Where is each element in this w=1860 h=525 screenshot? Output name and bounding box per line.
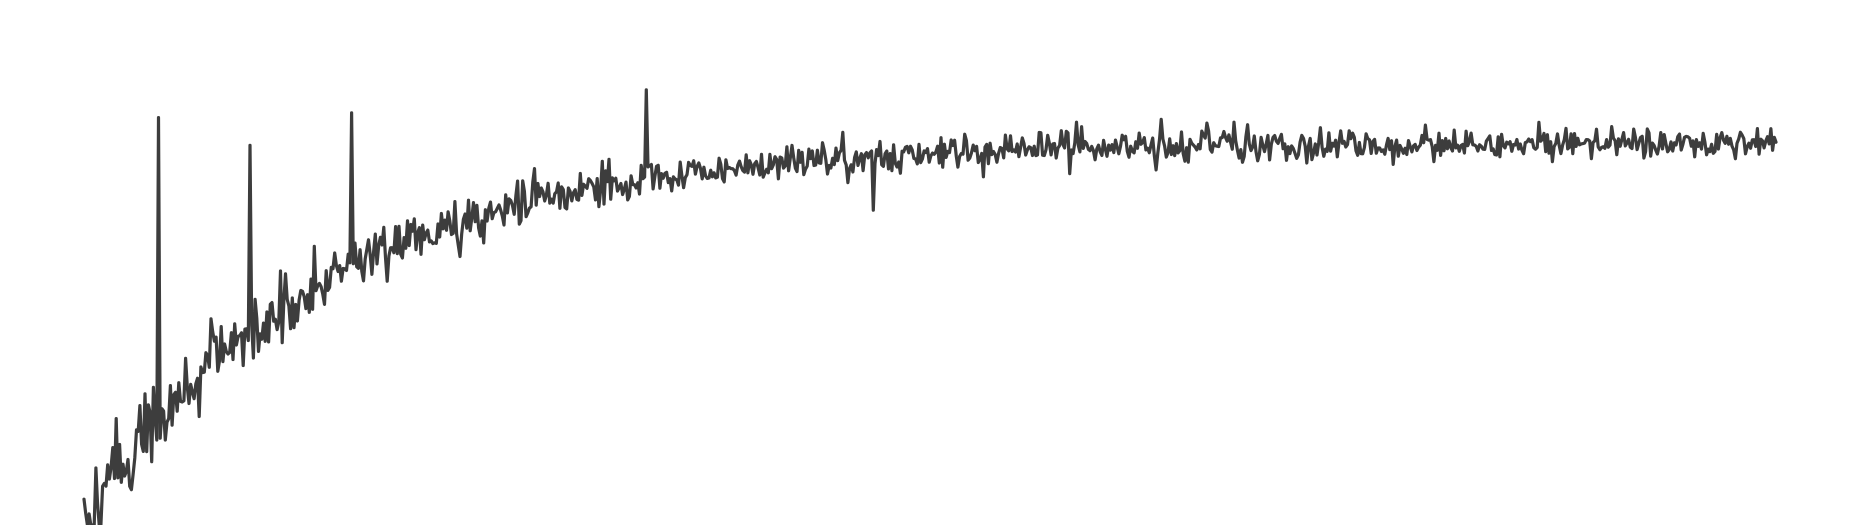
series-layer [82, 88, 1778, 525]
series-line-0 [82, 88, 1778, 525]
